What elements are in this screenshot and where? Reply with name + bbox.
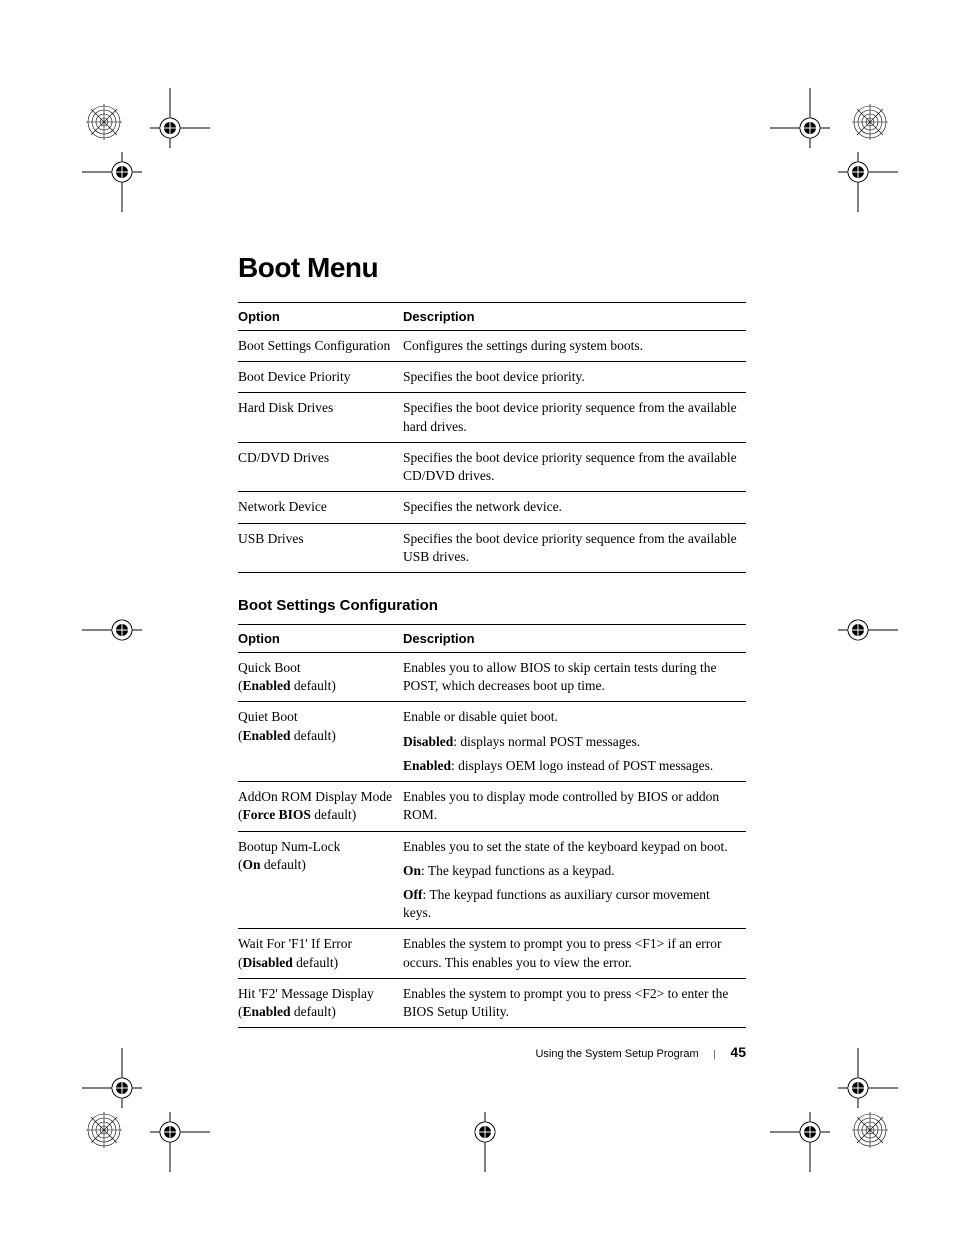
description-cell: Enables the system to prompt you to pres… (403, 978, 746, 1027)
rosette-icon (86, 1112, 122, 1148)
description-paragraph: Specifies the boot device priority seque… (403, 449, 740, 485)
table-row: Bootup Num-Lock(On default)Enables you t… (238, 831, 746, 929)
description-paragraph: Enables you to allow BIOS to skip certai… (403, 659, 740, 695)
description-paragraph: Enabled: displays OEM logo instead of PO… (403, 757, 740, 775)
option-cell: Bootup Num-Lock(On default) (238, 831, 403, 929)
table-row: Hard Disk DrivesSpecifies the boot devic… (238, 393, 746, 442)
table-row: Hit 'F2' Message Display(Enabled default… (238, 978, 746, 1027)
description-paragraph: Configures the settings during system bo… (403, 337, 740, 355)
table-row: Wait For 'F1' If Error(Disabled default)… (238, 929, 746, 978)
description-paragraph: Enables you to set the state of the keyb… (403, 838, 740, 856)
description-cell: Enables you to display mode controlled b… (403, 782, 746, 831)
description-cell: Specifies the boot device priority seque… (403, 523, 746, 572)
description-paragraph: Disabled: displays normal POST messages. (403, 733, 740, 751)
rosette-icon (852, 104, 888, 140)
crop-mark-icon (770, 88, 850, 168)
description-paragraph: Specifies the network device. (403, 498, 740, 516)
table-row: Quick Boot(Enabled default)Enables you t… (238, 652, 746, 701)
table-row: Boot Device PrioritySpecifies the boot d… (238, 362, 746, 393)
option-cell: Hit 'F2' Message Display(Enabled default… (238, 978, 403, 1027)
description-paragraph: Specifies the boot device priority seque… (403, 530, 740, 566)
option-cell: Hard Disk Drives (238, 393, 403, 442)
table-row: Quiet Boot(Enabled default)Enable or dis… (238, 702, 746, 782)
page-footer: Using the System Setup Program | 45 (238, 1044, 746, 1060)
option-cell: Quiet Boot(Enabled default) (238, 702, 403, 782)
option-cell: AddOn ROM Display Mode (Force BIOS defau… (238, 782, 403, 831)
boot-settings-table: Option Description Quick Boot(Enabled de… (238, 624, 746, 1028)
page-heading: Boot Menu (238, 252, 746, 284)
description-paragraph: On: The keypad functions as a keypad. (403, 862, 740, 880)
section-subheading: Boot Settings Configuration (238, 597, 746, 614)
description-cell: Specifies the boot device priority seque… (403, 442, 746, 491)
footer-section: Using the System Setup Program (535, 1048, 698, 1060)
table-header-description: Description (403, 624, 746, 652)
crop-mark-icon (82, 590, 162, 670)
table-row: Network DeviceSpecifies the network devi… (238, 492, 746, 523)
option-cell: Boot Device Priority (238, 362, 403, 393)
rosette-icon (86, 104, 122, 140)
crop-mark-icon (818, 132, 898, 212)
description-cell: Specifies the network device. (403, 492, 746, 523)
table-header-option: Option (238, 303, 403, 331)
description-cell: Enables you to set the state of the keyb… (403, 831, 746, 929)
option-cell: USB Drives (238, 523, 403, 572)
description-paragraph: Enables the system to prompt you to pres… (403, 935, 740, 971)
description-paragraph: Enable or disable quiet boot. (403, 708, 740, 726)
boot-settings-tbody: Quick Boot(Enabled default)Enables you t… (238, 652, 746, 1027)
rosette-icon (852, 1112, 888, 1148)
table-row: AddOn ROM Display Mode (Force BIOS defau… (238, 782, 746, 831)
table-header-description: Description (403, 303, 746, 331)
description-cell: Specifies the boot device priority seque… (403, 393, 746, 442)
boot-menu-table: Option Description Boot Settings Configu… (238, 302, 746, 573)
description-paragraph: Specifies the boot device priority seque… (403, 399, 740, 435)
description-cell: Enables you to allow BIOS to skip certai… (403, 652, 746, 701)
footer-separator: | (713, 1048, 715, 1060)
crop-mark-icon (445, 1092, 525, 1172)
crop-mark-icon (130, 1092, 210, 1172)
description-cell: Enables the system to prompt you to pres… (403, 929, 746, 978)
table-header-option: Option (238, 624, 403, 652)
table-row: CD/DVD DrivesSpecifies the boot device p… (238, 442, 746, 491)
crop-mark-icon (130, 88, 210, 168)
option-cell: Network Device (238, 492, 403, 523)
option-cell: Wait For 'F1' If Error(Disabled default) (238, 929, 403, 978)
description-paragraph: Off: The keypad functions as auxiliary c… (403, 886, 740, 922)
crop-mark-icon (82, 132, 162, 212)
table-row: Boot Settings ConfigurationConfigures th… (238, 331, 746, 362)
footer-page-number: 45 (730, 1044, 746, 1060)
description-cell: Enable or disable quiet boot. Disabled: d… (403, 702, 746, 782)
boot-menu-tbody: Boot Settings ConfigurationConfigures th… (238, 331, 746, 573)
description-cell: Configures the settings during system bo… (403, 331, 746, 362)
crop-mark-icon (818, 590, 898, 670)
description-paragraph: Enables you to display mode controlled b… (403, 788, 740, 824)
option-cell: CD/DVD Drives (238, 442, 403, 491)
crop-mark-icon (770, 1092, 850, 1172)
table-row: USB DrivesSpecifies the boot device prio… (238, 523, 746, 572)
description-paragraph: Enables the system to prompt you to pres… (403, 985, 740, 1021)
description-paragraph: Specifies the boot device priority. (403, 368, 740, 386)
description-cell: Specifies the boot device priority. (403, 362, 746, 393)
option-cell: Boot Settings Configuration (238, 331, 403, 362)
option-cell: Quick Boot(Enabled default) (238, 652, 403, 701)
